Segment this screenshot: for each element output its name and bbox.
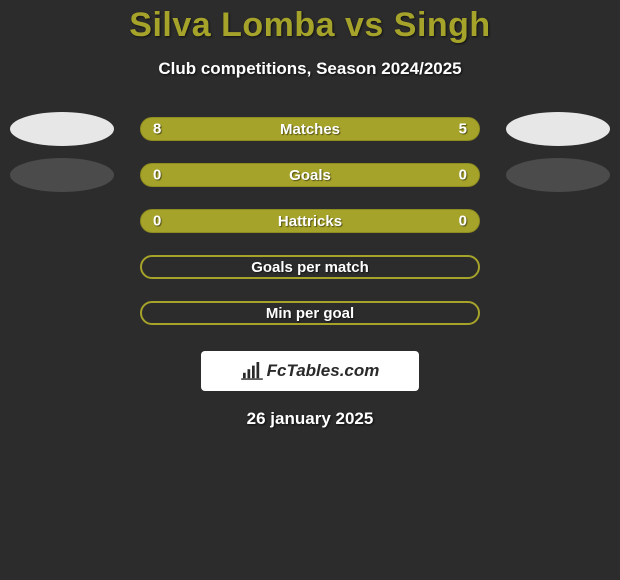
left-value: 0 (153, 167, 161, 184)
stat-bar: Goals per match (140, 255, 480, 279)
stat-label: Goals (289, 167, 331, 184)
right-marker (506, 112, 610, 146)
left-marker (10, 112, 114, 146)
left-marker (10, 158, 114, 192)
subtitle: Club competitions, Season 2024/2025 (0, 59, 620, 79)
comparison-card: Silva Lomba vs Singh Club competitions, … (0, 0, 620, 429)
stat-bar: 8 Matches 5 (140, 117, 480, 141)
date-label: 26 january 2025 (0, 409, 620, 429)
stat-label: Min per goal (266, 305, 354, 322)
left-value: 0 (153, 213, 161, 230)
page-title: Silva Lomba vs Singh (0, 6, 620, 45)
stat-row-goals-per-match: Goals per match (0, 255, 620, 279)
stat-row-matches: 8 Matches 5 (0, 117, 620, 141)
right-value: 0 (459, 167, 467, 184)
stat-bar: 0 Hattricks 0 (140, 209, 480, 233)
right-value: 0 (459, 213, 467, 230)
stat-row-goals: 0 Goals 0 (0, 163, 620, 187)
left-value: 8 (153, 121, 161, 138)
brand-badge[interactable]: FcTables.com (201, 351, 419, 391)
stat-bar: 0 Goals 0 (140, 163, 480, 187)
stat-row-hattricks: 0 Hattricks 0 (0, 209, 620, 233)
bar-chart-icon (241, 362, 263, 380)
stat-row-min-per-goal: Min per goal (0, 301, 620, 325)
stat-label: Matches (280, 121, 340, 138)
stat-label: Hattricks (278, 213, 342, 230)
stat-rows: 8 Matches 5 0 Goals 0 0 Hattricks 0 (0, 117, 620, 325)
right-marker (506, 158, 610, 192)
brand-text: FcTables.com (267, 361, 380, 381)
right-value: 5 (459, 121, 467, 138)
stat-bar: Min per goal (140, 301, 480, 325)
stat-label: Goals per match (251, 259, 369, 276)
